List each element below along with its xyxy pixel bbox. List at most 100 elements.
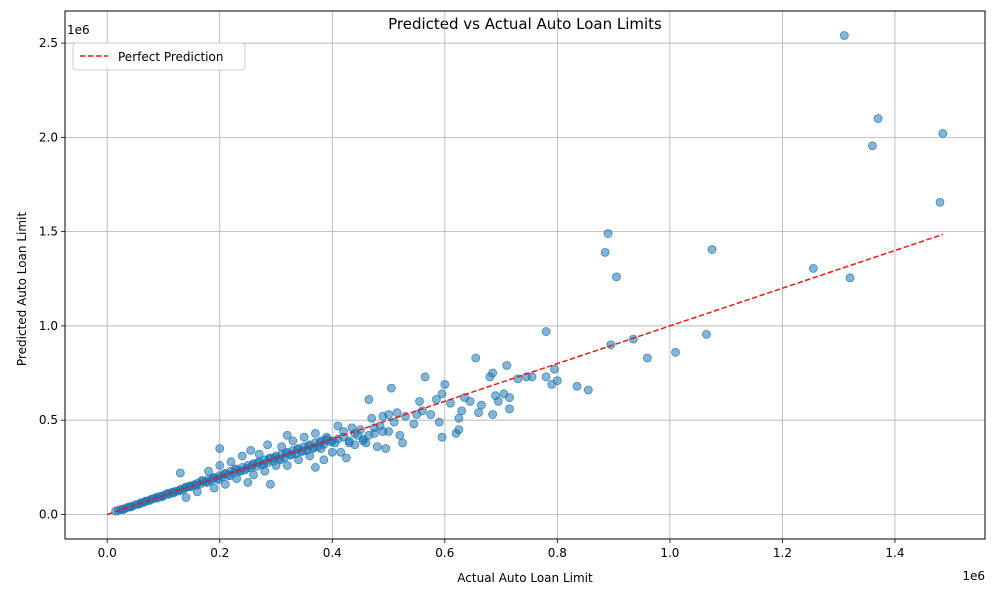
data-point	[370, 423, 379, 433]
data-point	[409, 419, 419, 429]
data-point	[600, 247, 610, 257]
data-point	[319, 455, 329, 465]
data-point	[845, 273, 855, 283]
data-point	[175, 468, 185, 478]
data-point	[505, 393, 514, 402]
data-point	[541, 372, 551, 382]
data-point	[384, 410, 393, 419]
data-point	[220, 479, 230, 489]
data-point	[552, 376, 562, 386]
data-point	[215, 444, 225, 453]
perfect-prediction-line-group	[106, 233, 944, 516]
data-point	[372, 442, 382, 452]
x-tick-label: 1.0	[660, 546, 679, 560]
data-point	[505, 404, 514, 414]
data-point	[310, 428, 320, 438]
data-point	[612, 272, 621, 282]
data-point	[226, 457, 236, 467]
x-offset-label: 1e6	[962, 569, 985, 583]
y-tick-label: 0.5	[39, 413, 58, 427]
data-point	[277, 442, 287, 452]
data-point	[392, 408, 402, 418]
data-point	[454, 413, 464, 423]
data-point	[310, 462, 320, 472]
data-point	[642, 353, 652, 363]
x-tick-label: 0.4	[323, 546, 342, 560]
data-point	[434, 417, 444, 427]
legend-label: Perfect Prediction	[118, 50, 223, 64]
data-point	[476, 400, 486, 410]
data-point	[288, 436, 298, 446]
data-point	[606, 340, 616, 350]
data-point	[437, 432, 447, 442]
x-tick-label: 0.2	[210, 546, 229, 560]
data-point	[209, 483, 219, 493]
data-point	[367, 413, 377, 423]
y-tick-label: 2.0	[39, 130, 58, 144]
x-axis-ticks: 0.0 0.2 0.4 0.6 0.8 1.0 1.2 1.4	[98, 539, 905, 560]
y-axis-ticks: 0.0 0.5 1.0 1.5 2.0 2.5	[39, 36, 65, 521]
data-point	[938, 129, 948, 138]
y-axis-label: Predicted Auto Loan Limit	[15, 212, 29, 366]
y-offset-label: 1e6	[67, 23, 90, 37]
perfect-prediction-line	[106, 233, 944, 516]
data-point	[671, 347, 680, 357]
plot-area	[64, 10, 986, 540]
data-point	[265, 479, 275, 489]
data-point	[583, 385, 593, 395]
data-point	[493, 396, 503, 406]
data-point	[246, 445, 256, 455]
data-point	[935, 197, 945, 207]
data-point	[603, 229, 613, 238]
data-point	[572, 381, 582, 391]
data-point	[527, 372, 537, 382]
data-point	[550, 364, 559, 374]
data-point	[389, 417, 399, 427]
data-point	[378, 427, 388, 436]
data-point	[294, 455, 303, 465]
data-point	[471, 353, 481, 363]
data-point	[327, 447, 337, 457]
data-point	[237, 451, 247, 461]
data-point	[702, 329, 711, 339]
chart-title: Predicted vs Actual Auto Loan Limits	[388, 15, 662, 33]
data-point	[465, 396, 475, 406]
data-point	[868, 141, 877, 151]
x-tick-label: 0.0	[98, 546, 117, 560]
data-point	[263, 440, 272, 450]
data-point	[215, 461, 225, 470]
x-tick-label: 1.2	[773, 546, 792, 560]
data-point	[305, 451, 315, 461]
data-point	[381, 444, 391, 453]
x-axis-label: Actual Auto Loan Limit	[457, 571, 593, 585]
data-point	[249, 470, 258, 480]
y-tick-label: 1.0	[39, 319, 58, 333]
data-point	[344, 438, 354, 448]
data-point	[333, 421, 343, 431]
data-point	[282, 430, 292, 440]
data-point	[808, 263, 818, 273]
data-point	[417, 406, 427, 416]
data-point	[336, 447, 346, 457]
data-point	[364, 430, 374, 440]
data-point	[541, 327, 551, 336]
data-point	[488, 368, 498, 378]
data-point	[474, 408, 483, 418]
data-point	[225, 471, 235, 481]
data-point	[446, 398, 455, 408]
data-point	[204, 466, 213, 476]
data-point	[628, 334, 638, 344]
data-point	[358, 436, 368, 446]
y-tick-label: 1.5	[39, 225, 58, 239]
data-point	[440, 379, 450, 389]
y-tick-label: 0.0	[39, 507, 58, 521]
x-tick-label: 0.6	[435, 546, 454, 560]
data-point	[488, 410, 498, 419]
data-point	[454, 425, 464, 435]
x-tick-label: 0.8	[548, 546, 567, 560]
data-point	[395, 430, 405, 440]
data-point	[707, 245, 717, 254]
data-point	[873, 114, 883, 123]
